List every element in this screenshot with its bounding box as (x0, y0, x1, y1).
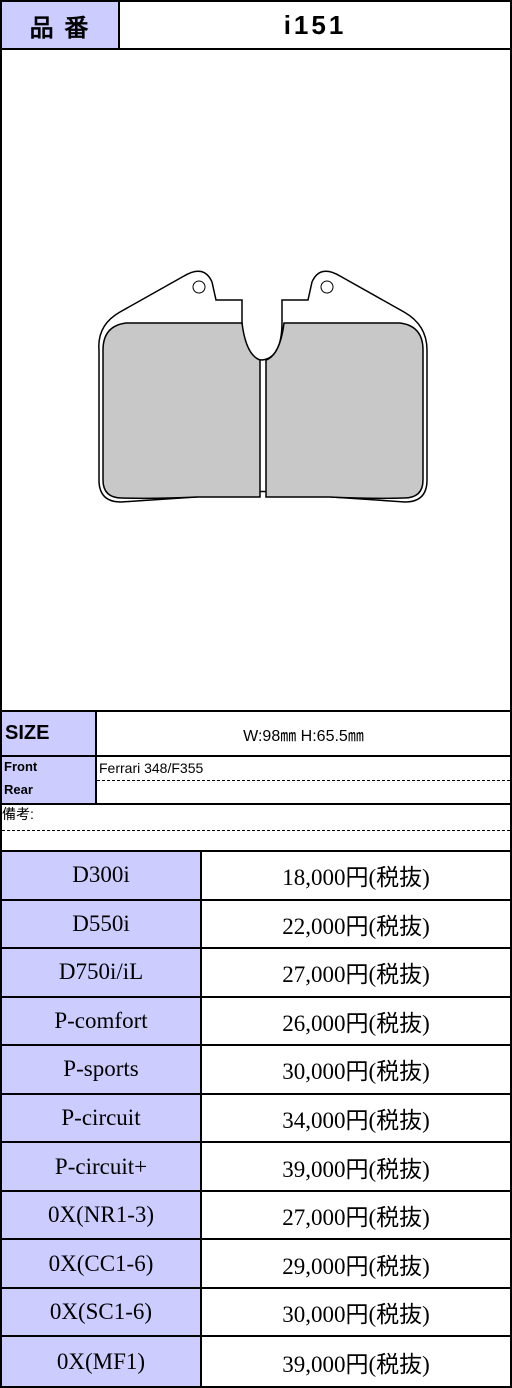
grade-name: D300i (2, 852, 202, 901)
grade-name: 0X(MF1) (2, 1337, 202, 1386)
price: 26,000円(税抜) (202, 998, 510, 1047)
size-value: W:98㎜ H:65.5㎜ (97, 712, 510, 757)
spacer-row (2, 831, 510, 852)
part-number: i151 (120, 2, 510, 50)
grade-name: P-sports (2, 1046, 202, 1095)
front-value: Ferrari 348/F355 (97, 757, 510, 781)
pad-drawing (2, 270, 510, 712)
price: 39,000円(税抜) (282, 1351, 430, 1377)
rear-value (97, 781, 510, 805)
remarks: 備考: (2, 805, 510, 831)
price: 39,000円(税抜) (202, 1143, 510, 1192)
price: 22,000円(税抜) (202, 901, 510, 950)
rear-label: Rear (4, 782, 33, 797)
price: 27,000円(税抜) (202, 949, 510, 998)
grade-name: 0X(CC1-6) (2, 1240, 202, 1289)
grade-name: 0X(SC1-6) (2, 1288, 202, 1338)
price: 30,000円(税抜) (202, 1289, 510, 1338)
price: 27,000円(税抜) (202, 1192, 510, 1241)
price-table: D300i 18,000円(税抜) D550i 22,000円(税抜) D750i/iL… (2, 852, 510, 1386)
front-label: Front (4, 759, 38, 774)
part-number-label: 品 番 (2, 2, 120, 50)
grade-name: 0X(NR1-3) (2, 1191, 202, 1241)
grade-name: P-circuit (2, 1094, 202, 1144)
price: 30,000円(税抜) (202, 1046, 510, 1095)
size-label: SIZE (2, 712, 97, 757)
grade-name: P-circuit+ (2, 1143, 202, 1192)
price: 34,000円(税抜) (202, 1095, 510, 1144)
fitment-label-cell (2, 757, 97, 805)
price: 18,000円(税抜) (202, 852, 510, 901)
price: 29,000円(税抜) (202, 1240, 510, 1289)
grade-name: D550i (2, 900, 202, 950)
grade-name: P-comfort (2, 997, 202, 1047)
grade-name: D750i/iL (2, 949, 202, 998)
